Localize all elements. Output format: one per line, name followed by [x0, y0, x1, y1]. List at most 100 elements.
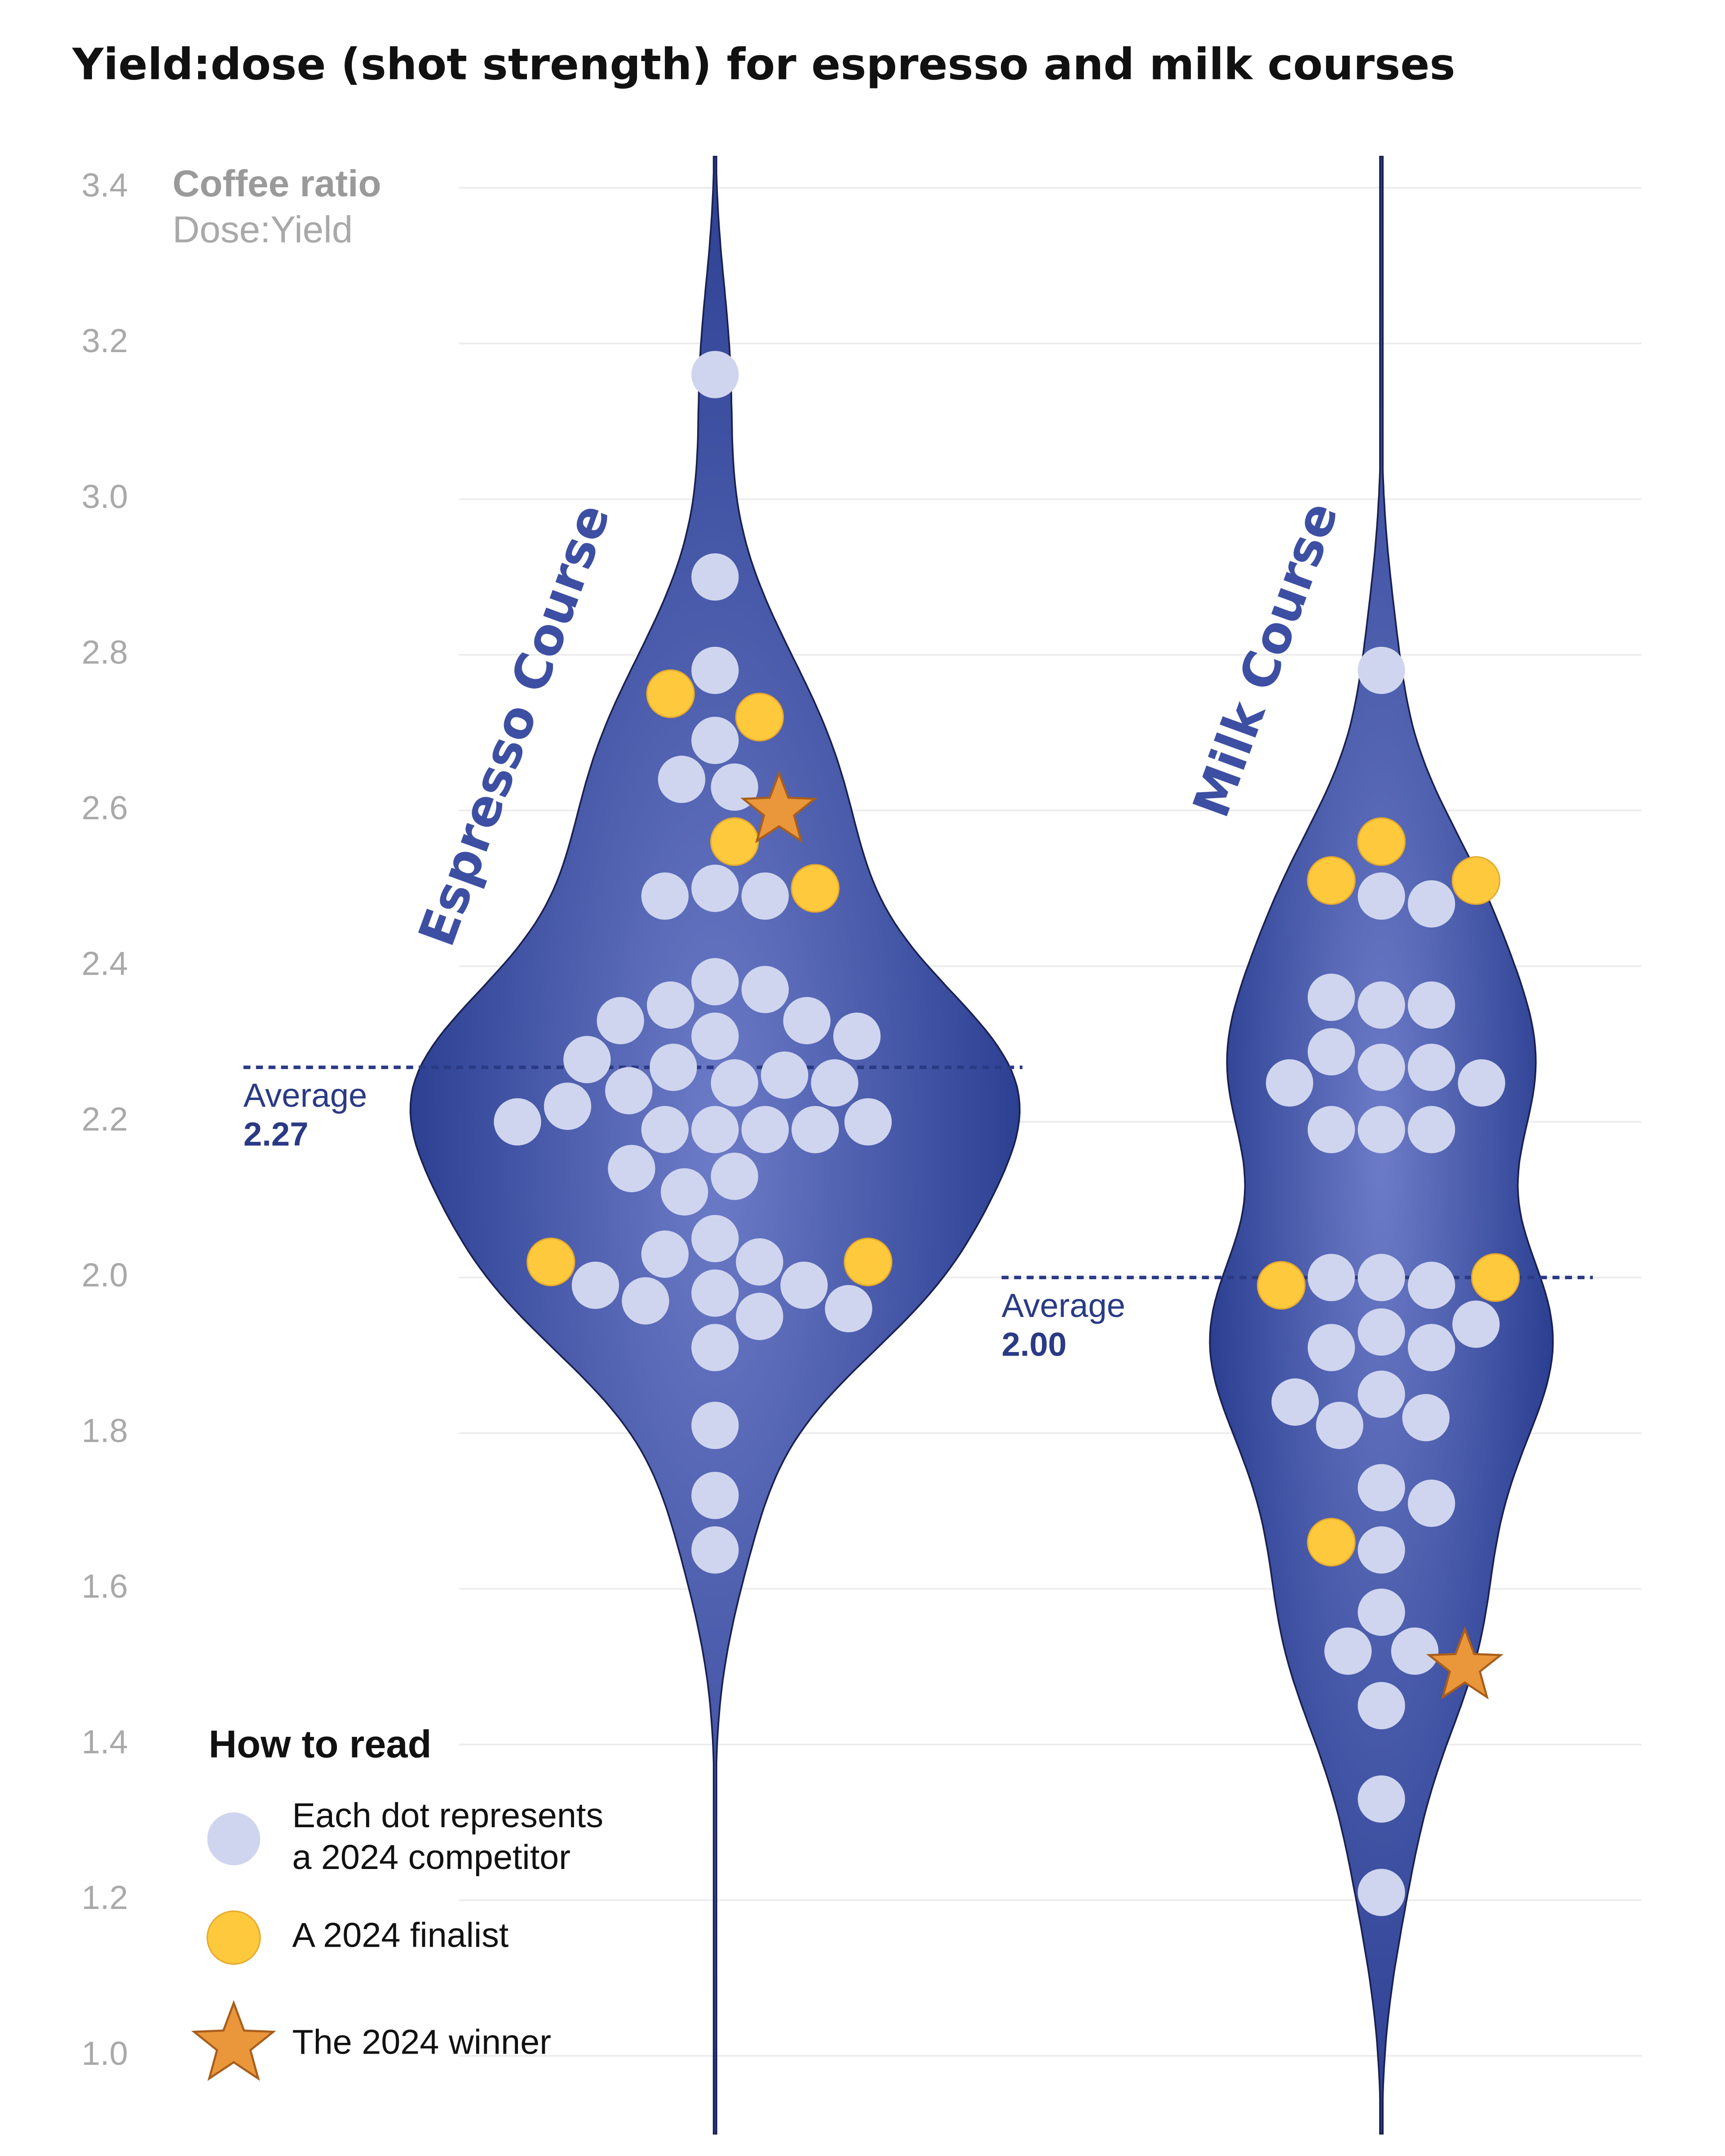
competitor-dot: [691, 1324, 739, 1371]
competitor-dot: [844, 1098, 892, 1146]
competitor-dot: [691, 1471, 739, 1520]
y-tick-label: 2.0: [82, 1256, 128, 1294]
y-tick-label: 1.8: [82, 1412, 128, 1449]
competitor-dot: [691, 1106, 739, 1153]
competitor-dot: [1307, 1028, 1355, 1076]
competitor-dot: [1271, 1378, 1319, 1426]
competitor-dot: [761, 1051, 809, 1099]
competitor-dot: [641, 872, 689, 920]
y-tick-label: 2.2: [82, 1100, 128, 1138]
legend-dot: [207, 1812, 261, 1865]
competitor-dot: [544, 1082, 592, 1130]
competitor-dot: [1358, 1682, 1405, 1729]
winner-star: [740, 770, 818, 844]
competitor-dot: [780, 1261, 828, 1309]
legend-label: A 2024 finalist: [292, 1916, 509, 1954]
competitor-dot: [691, 1215, 739, 1263]
competitor-dot: [608, 1144, 655, 1193]
legend-label: The 2024 winner: [292, 2023, 551, 2062]
competitor-dot: [660, 1168, 708, 1216]
competitor-dot: [691, 1401, 739, 1449]
competitor-dot: [691, 1269, 739, 1317]
finalist-dot: [1307, 1518, 1356, 1567]
competitor-dot: [622, 1277, 669, 1325]
grid: 1.0 1.2 1.4 1.6 1.8 2.0 2.2 2.4 2.6 2.8 3.0 3.2 3.4: [82, 167, 1642, 2072]
y-tick-label: 1.6: [82, 1568, 128, 1605]
competitor-dot: [1358, 1106, 1405, 1153]
y-tick-label: 1.4: [82, 1723, 128, 1761]
series-label: Milk Course: [1182, 495, 1350, 825]
y-tick-label: 2.8: [82, 633, 128, 671]
competitor-dot: [641, 1230, 689, 1278]
competitor-dot: [1358, 1526, 1405, 1574]
competitor-dot: [736, 1293, 783, 1340]
competitor-dot: [1407, 880, 1455, 928]
finalist-dot: [1451, 856, 1500, 905]
finalist-dot: [1256, 1261, 1306, 1310]
competitor-dot: [1266, 1059, 1314, 1107]
competitor-dot: [1358, 1254, 1405, 1301]
competitor-dot: [647, 981, 694, 1029]
competitor-dot: [1358, 1464, 1405, 1511]
y-tick-label: 3.2: [82, 322, 128, 359]
competitor-dot: [1307, 1324, 1355, 1371]
competitor-dot: [1358, 1308, 1405, 1356]
competitor-dot: [1324, 1627, 1372, 1675]
competitor-dot: [741, 966, 789, 1013]
y-tick-label: 3.4: [82, 167, 128, 204]
legend-dot: [206, 1910, 261, 1965]
finalist-dot: [710, 817, 759, 866]
competitor-dot: [741, 872, 789, 920]
competitor-dot: [1458, 1059, 1505, 1107]
competitor-dot: [691, 716, 739, 764]
competitor-dot: [691, 646, 739, 694]
legend-label: Each dot represents: [292, 1796, 603, 1835]
y-tick-label: 3.0: [82, 478, 128, 515]
chart-title: Yield:dose (shot strength) for espresso …: [72, 40, 1455, 90]
finalist-dot: [646, 669, 695, 718]
competitor-dot: [741, 1106, 789, 1153]
competitor-dot: [691, 553, 739, 601]
competitor-dot: [1307, 1106, 1355, 1153]
legend-title: How to read: [209, 1723, 432, 1766]
competitor-dot: [1358, 872, 1405, 920]
competitor-dot: [641, 1106, 689, 1153]
finalist-dot: [1471, 1253, 1520, 1302]
competitor-dot: [691, 351, 739, 398]
competitor-dot: [711, 1059, 758, 1107]
competitor-dot: [1316, 1401, 1363, 1449]
competitor-dot: [597, 997, 644, 1044]
competitor-dot: [1358, 1775, 1405, 1823]
competitor-dot: [711, 1153, 758, 1200]
competitor-dot: [1358, 981, 1405, 1029]
competitor-dot: [825, 1285, 872, 1333]
competitor-dot: [494, 1098, 541, 1146]
competitor-dot: [783, 997, 831, 1044]
competitor-dot: [658, 755, 706, 803]
competitor-dot: [1407, 1324, 1455, 1371]
competitor-dot: [1407, 1043, 1455, 1091]
competitor-dot: [1358, 1370, 1405, 1418]
y-axis-label: Coffee ratio: [172, 162, 381, 204]
competitor-dot: [1358, 1043, 1405, 1091]
competitor-dot: [1407, 1261, 1455, 1309]
average-label: 2.27: [243, 1116, 309, 1153]
competitor-dot: [792, 1106, 839, 1153]
finalist-dot: [844, 1237, 893, 1286]
average-label: 2.00: [1002, 1326, 1067, 1363]
competitor-dot: [1402, 1394, 1450, 1441]
competitor-dot: [811, 1059, 858, 1107]
competitor-dot: [691, 958, 739, 1006]
competitor-dot: [1307, 1254, 1355, 1301]
competitor-dot: [1307, 973, 1355, 1021]
dots: [494, 351, 1520, 1916]
competitor-dot: [605, 1067, 653, 1114]
competitor-dot: [691, 1012, 739, 1060]
winner-star: [1426, 1626, 1504, 1700]
y-tick-label: 1.2: [82, 1879, 128, 1916]
competitor-dot: [1407, 1106, 1455, 1153]
finalist-dot: [526, 1237, 575, 1286]
